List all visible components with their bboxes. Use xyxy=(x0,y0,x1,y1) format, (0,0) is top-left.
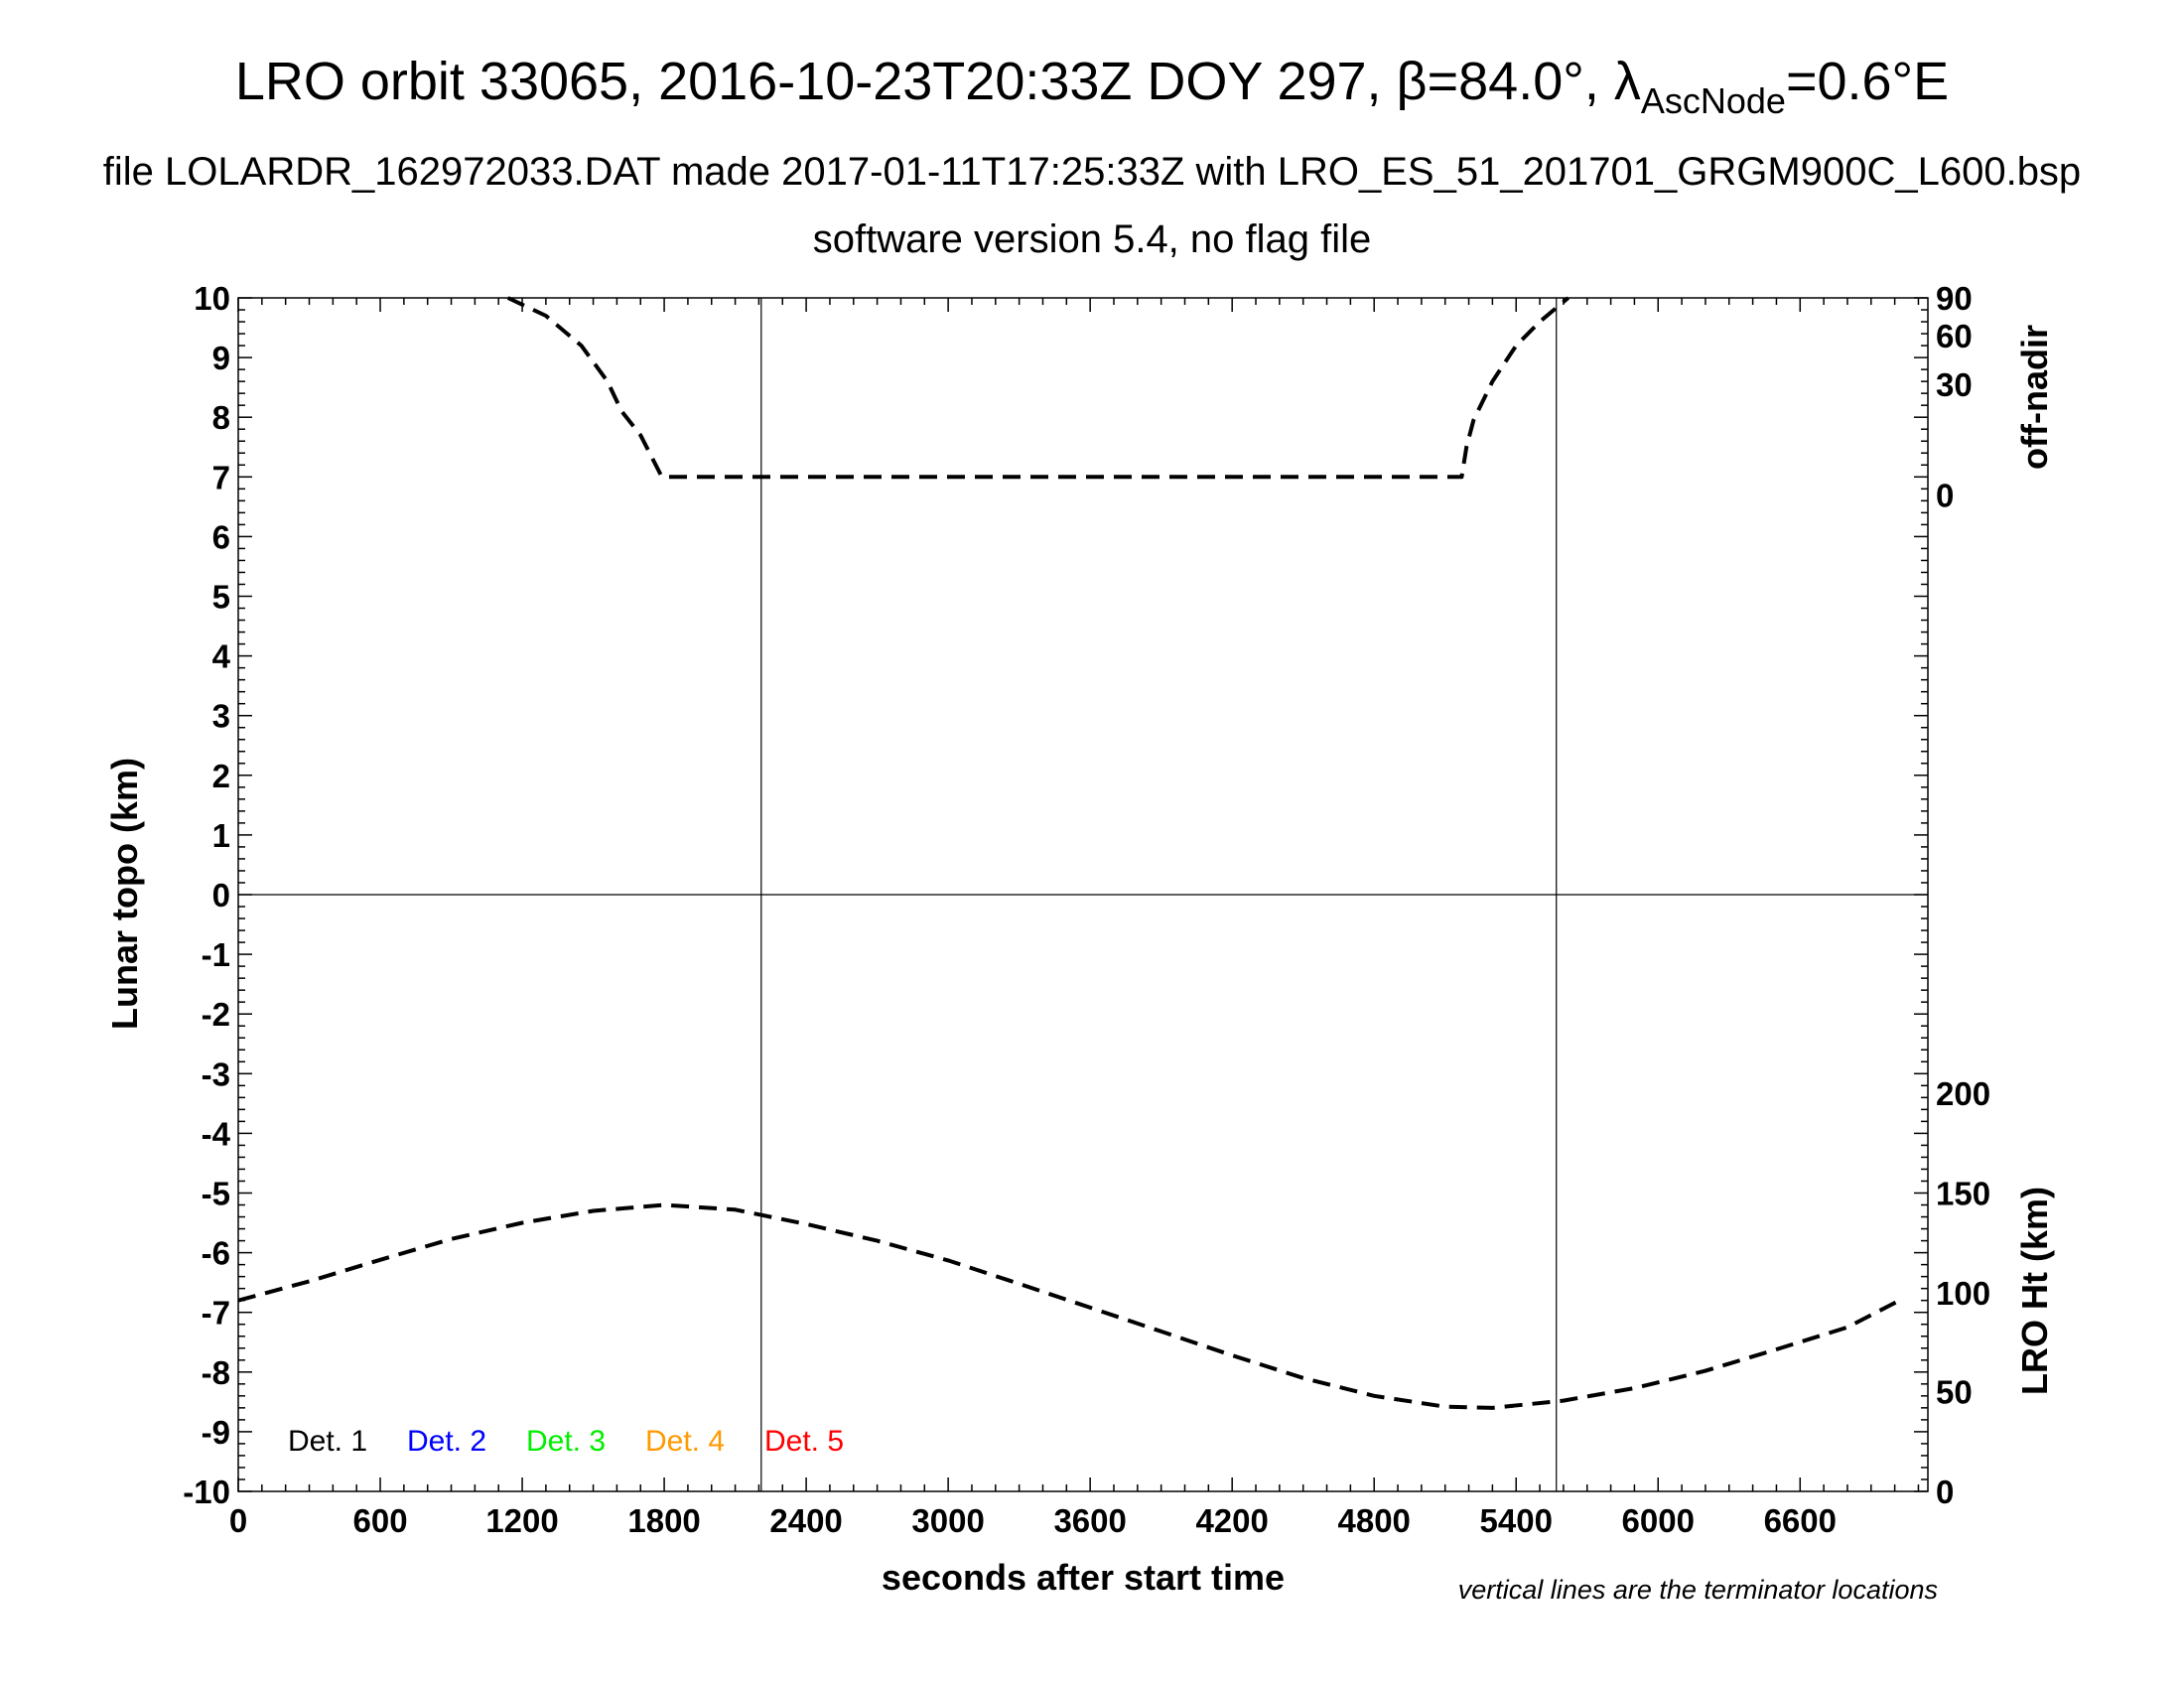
height-tick-label: 200 xyxy=(1936,1075,1990,1112)
off-nadir-tick-label: 30 xyxy=(1936,366,1973,403)
legend-item: Det. 3 xyxy=(526,1425,606,1458)
lro-height-axis-label: LRO Ht (km) xyxy=(2014,1187,2055,1395)
off-nadir-axis-label: off-nadir xyxy=(2014,325,2055,470)
legend: Det. 1 Det. 2 Det. 3 Det. 4 Det. 5 xyxy=(288,1425,844,1458)
legend-item: Det. 1 xyxy=(288,1425,367,1458)
chart-subtitle-file: file LOLARDR_162972033.DAT made 2017-01-… xyxy=(103,150,2081,194)
y-tick-label: -7 xyxy=(202,1295,230,1332)
x-tick-label: 1200 xyxy=(485,1502,558,1539)
lines-layer xyxy=(237,296,1928,1491)
y-tick-label: -9 xyxy=(202,1414,230,1451)
y-tick-label: 10 xyxy=(194,280,230,317)
height-tick-label: 100 xyxy=(1936,1275,1990,1312)
off-nadir-tick-label: 0 xyxy=(1936,477,1954,513)
off-nadir-tick-label: 60 xyxy=(1936,318,1973,354)
legend-item: Det. 4 xyxy=(645,1425,725,1458)
x-tick-label: 2400 xyxy=(769,1502,842,1539)
y-tick-label: 9 xyxy=(212,340,230,376)
height-tick-label: 0 xyxy=(1936,1474,1954,1510)
lro-height-series-line xyxy=(237,1202,1901,1410)
y-tick-label: -4 xyxy=(202,1115,231,1152)
height-tick-label: 150 xyxy=(1936,1176,1990,1212)
x-tick-label: 4800 xyxy=(1337,1502,1410,1539)
y-tick-label: -1 xyxy=(202,936,230,973)
y-tick-label: 7 xyxy=(212,459,230,495)
y-tick-label: 1 xyxy=(212,817,230,854)
y-tick-label: 2 xyxy=(212,758,230,794)
x-tick-label: 6000 xyxy=(1622,1502,1695,1539)
x-tick-label: 3000 xyxy=(911,1502,984,1539)
y-tick-label: 6 xyxy=(212,518,230,555)
y-tick-label: -10 xyxy=(183,1474,230,1510)
terminator-note: vertical lines are the terminator locati… xyxy=(1458,1575,1938,1605)
y-tick-label: -8 xyxy=(202,1354,230,1391)
height-tick-label: 50 xyxy=(1936,1374,1973,1411)
chart-subtitle-software: software version 5.4, no flag file xyxy=(813,217,1372,261)
y-axis-label: Lunar topo (km) xyxy=(104,758,145,1030)
chart-title: LRO orbit 33065, 2016-10-23T20:33Z DOY 2… xyxy=(235,52,1949,121)
x-tick-label: 0 xyxy=(229,1502,247,1539)
x-axis-label: seconds after start time xyxy=(882,1557,1285,1598)
y-tick-label: 8 xyxy=(212,399,230,436)
y-tick-label: 4 xyxy=(212,638,231,675)
off-nadir-tick-label: 90 xyxy=(1936,280,1973,317)
x-tick-label: 4200 xyxy=(1195,1502,1268,1539)
off-nadir-series-line xyxy=(506,296,1570,480)
y-tick-label: -6 xyxy=(202,1235,230,1272)
x-tick-label: 3600 xyxy=(1053,1502,1126,1539)
y-tick-label: -5 xyxy=(202,1176,230,1212)
y-tick-label: 5 xyxy=(212,579,230,616)
labels-layer: 0 600 1200 1800 2400 3000 3600 4200 4800 5400 6000… xyxy=(183,280,1990,1539)
x-tick-label: 5400 xyxy=(1480,1502,1553,1539)
y-tick-label: 3 xyxy=(212,698,230,735)
legend-item: Det. 2 xyxy=(407,1425,486,1458)
x-tick-label: 6600 xyxy=(1764,1502,1837,1539)
x-tick-label: 600 xyxy=(352,1502,407,1539)
x-tick-label: 1800 xyxy=(627,1502,700,1539)
y-tick-label: 0 xyxy=(212,877,230,914)
y-tick-label: -2 xyxy=(202,996,230,1033)
y-tick-label: -3 xyxy=(202,1055,230,1092)
legend-item: Det. 5 xyxy=(764,1425,844,1458)
